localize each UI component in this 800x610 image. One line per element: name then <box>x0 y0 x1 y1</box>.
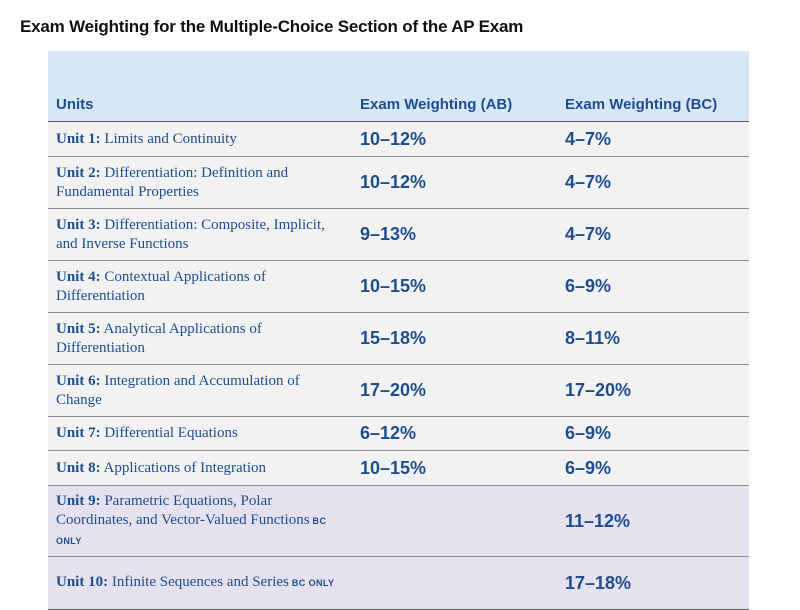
ab-weighting: 10–12% <box>348 121 553 157</box>
table-row: Unit 2: Differentiation: Definition and … <box>48 156 749 209</box>
ab-weighting: 9–13% <box>348 208 553 261</box>
header-units: Units <box>48 51 348 122</box>
bc-only-tag: BC ONLY <box>56 515 327 546</box>
unit-number: Unit 1: <box>56 130 101 147</box>
unit-name: Integration and Accumulation of Change <box>56 372 300 408</box>
bc-weighting: 17–18% <box>553 556 749 610</box>
unit-cell: Unit 5: Analytical Applications of Diffe… <box>48 312 348 365</box>
bc-weighting: 6–9% <box>553 416 749 451</box>
unit-name: Limits and Continuity <box>104 130 237 147</box>
table-title: Exam Weighting for the Multiple-Choice S… <box>20 17 524 36</box>
table-row: Unit 10: Infinite Sequences and Series BC… <box>48 556 749 610</box>
bc-weighting: 11–12% <box>553 485 749 557</box>
unit-name: Differentiation: Definition and Fundamen… <box>56 164 289 200</box>
ab-weighting <box>348 485 553 557</box>
header-bc-weighting: Exam Weighting (BC) <box>553 51 749 122</box>
unit-name: Differentiation: Composite, Implicit, an… <box>56 216 325 252</box>
unit-name: Contextual Applications of Differentiati… <box>56 268 266 304</box>
unit-number: Unit 4: <box>56 268 101 285</box>
unit-cell: Unit 10: Infinite Sequences and Series BC… <box>48 556 348 610</box>
bc-weighting: 4–7% <box>553 156 749 209</box>
unit-number: Unit 10: <box>56 574 109 590</box>
ab-weighting: 6–12% <box>348 416 553 451</box>
unit-number: Unit 2: <box>56 164 101 181</box>
unit-cell: Unit 8: Applications of Integration <box>48 450 348 486</box>
unit-cell: Unit 3: Differentiation: Composite, Impl… <box>48 208 348 261</box>
table-row: Unit 1: Limits and Continuity 10–12% 4–7… <box>48 121 749 157</box>
ab-weighting: 10–15% <box>348 260 553 313</box>
ab-weighting: 17–20% <box>348 364 553 417</box>
unit-number: Unit 8: <box>56 459 101 476</box>
bc-weighting: 4–7% <box>553 208 749 261</box>
ab-weighting: 10–15% <box>348 450 553 486</box>
unit-cell: Unit 1: Limits and Continuity <box>48 121 348 157</box>
unit-number: Unit 9: <box>56 492 101 509</box>
unit-name: Infinite Sequences and Series <box>111 574 289 590</box>
table-row: Unit 3: Differentiation: Composite, Impl… <box>48 208 749 261</box>
table-row: Unit 8: Applications of Integration 10–1… <box>48 450 749 486</box>
bc-only-tag: BC ONLY <box>291 578 335 588</box>
unit-name: Differential Equations <box>104 425 238 441</box>
exam-weighting-table: Units Exam Weighting (AB) Exam Weighting… <box>48 51 749 610</box>
unit-name: Parametric Equations, Polar Coordinates,… <box>56 492 310 528</box>
unit-number: Unit 7: <box>56 425 101 441</box>
unit-cell: Unit 4: Contextual Applications of Diffe… <box>48 260 348 313</box>
unit-cell: Unit 7: Differential Equations <box>48 416 348 451</box>
ab-weighting <box>348 556 553 610</box>
table-row: Unit 5: Analytical Applications of Diffe… <box>48 312 749 365</box>
bc-weighting: 8–11% <box>553 312 749 365</box>
unit-name: Applications of Integration <box>103 459 266 476</box>
ab-weighting: 10–12% <box>348 156 553 209</box>
header-row: Units Exam Weighting (AB) Exam Weighting… <box>48 51 749 122</box>
ab-weighting: 15–18% <box>348 312 553 365</box>
unit-number: Unit 6: <box>56 372 101 389</box>
table-row: Unit 7: Differential Equations 6–12% 6–9… <box>48 416 749 451</box>
unit-number: Unit 5: <box>56 320 101 337</box>
bc-weighting: 17–20% <box>553 364 749 417</box>
table-row: Unit 9: Parametric Equations, Polar Coor… <box>48 485 749 557</box>
table-row: Unit 4: Contextual Applications of Diffe… <box>48 260 749 313</box>
bc-weighting: 6–9% <box>553 260 749 313</box>
table-row: Unit 6: Integration and Accumulation of … <box>48 364 749 417</box>
bc-weighting: 4–7% <box>553 121 749 157</box>
bc-weighting: 6–9% <box>553 450 749 486</box>
unit-number: Unit 3: <box>56 216 101 233</box>
unit-cell: Unit 2: Differentiation: Definition and … <box>48 156 348 209</box>
unit-cell: Unit 6: Integration and Accumulation of … <box>48 364 348 417</box>
unit-name: Analytical Applications of Differentiati… <box>56 320 262 356</box>
header-ab-weighting: Exam Weighting (AB) <box>348 51 553 122</box>
unit-cell: Unit 9: Parametric Equations, Polar Coor… <box>48 485 348 557</box>
